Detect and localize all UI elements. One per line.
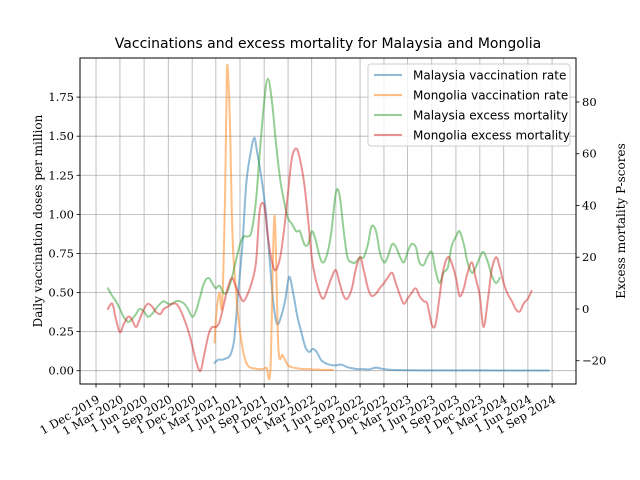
legend-entry: Malaysia vaccination rate <box>413 69 566 83</box>
legend-box <box>367 63 571 147</box>
chart-title: Vaccinations and excess mortality for Ma… <box>115 36 541 52</box>
legend: Malaysia vaccination rate Mongolia vaccin… <box>367 63 571 147</box>
axes-frame <box>79 57 577 385</box>
y-right-tick-label: 60 <box>582 147 597 161</box>
right-axis: −20 0 20 40 60 80 <box>576 95 606 368</box>
series-line-malaysia-vaccination-rate <box>213 136 550 372</box>
y-axis-label-right: Excess mortality P-scores <box>614 143 628 298</box>
y-axis-label-left: Daily vaccination doses per million <box>31 114 45 327</box>
legend-entry: Mongolia vaccination rate <box>413 89 568 103</box>
left-axis: 0.00 0.25 0.50 0.75 1.00 1.25 1.50 1.75 <box>48 90 80 378</box>
series-line-mongolia-excess-mortality <box>106 147 533 373</box>
y-right-tick-label: −20 <box>582 354 606 368</box>
legend-entry: Malaysia excess mortality <box>413 109 568 123</box>
y-tick-label: 0.00 <box>48 364 74 378</box>
y-right-tick-label: 80 <box>582 95 597 109</box>
y-tick-label: 1.25 <box>48 168 74 182</box>
y-tick-label: 0.75 <box>48 246 74 260</box>
y-right-tick-label: 0 <box>582 302 589 316</box>
series-line-mongolia-vaccination-rate <box>213 63 334 381</box>
y-tick-label: 1.75 <box>48 90 74 104</box>
series-layer <box>106 63 550 381</box>
legend-entry: Mongolia excess mortality <box>413 129 570 143</box>
y-tick-label: 0.25 <box>48 325 74 339</box>
y-tick-label: 0.50 <box>48 286 74 300</box>
y-right-tick-label: 40 <box>582 198 597 212</box>
y-tick-label: 1.00 <box>48 207 74 221</box>
y-tick-label: 1.50 <box>48 129 74 143</box>
y-right-tick-label: 20 <box>582 250 597 264</box>
grid-lines <box>80 58 576 384</box>
